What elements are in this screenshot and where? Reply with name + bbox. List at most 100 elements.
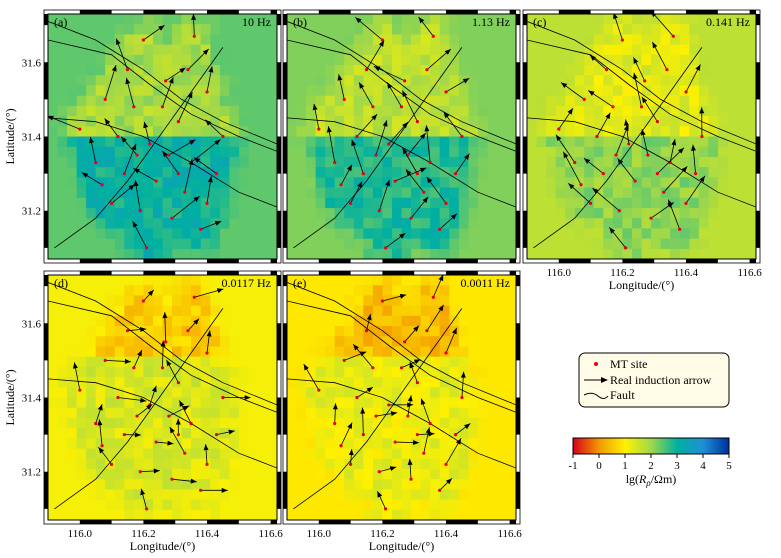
- resistivity-cell: [411, 285, 421, 296]
- resistivity-cell: [86, 346, 97, 357]
- induction-arrow-head: [555, 134, 562, 142]
- resistivity-cell: [698, 95, 709, 107]
- panel-frequency: 0.141 Hz: [706, 15, 750, 29]
- resistivity-cell: [95, 448, 106, 460]
- resistivity-cell: [439, 479, 450, 490]
- resistivity-cell: [95, 479, 106, 490]
- resistivity-cell: [420, 44, 431, 56]
- resistivity-cell: [565, 218, 576, 229]
- resistivity-cell: [612, 95, 623, 107]
- resistivity-cell: [143, 126, 154, 137]
- resistivity-cell: [162, 146, 173, 158]
- resistivity-cell: [334, 187, 345, 199]
- mt-site: [205, 351, 209, 355]
- resistivity-cell: [133, 377, 144, 388]
- resistivity-cell: [430, 95, 440, 107]
- resistivity-cell: [420, 275, 431, 286]
- resistivity-cell: [162, 187, 173, 199]
- induction-arrow-head: [382, 120, 388, 127]
- resistivity-cell: [458, 468, 469, 480]
- resistivity-cell: [219, 315, 230, 327]
- resistivity-cell: [391, 116, 402, 127]
- frame-segment: [318, 259, 351, 263]
- resistivity-cell: [420, 197, 431, 209]
- induction-arrow-head: [348, 449, 354, 456]
- resistivity-cell: [689, 65, 700, 76]
- resistivity-cell: [210, 407, 221, 419]
- resistivity-cell: [641, 187, 652, 199]
- mt-site: [662, 190, 666, 194]
- resistivity-cell: [401, 14, 412, 25]
- legend-arrow-label: Real induction arrow: [610, 373, 712, 387]
- resistivity-cell: [124, 285, 135, 296]
- frame-segment: [523, 14, 527, 26]
- resistivity-cell: [105, 54, 116, 66]
- resistivity-cell: [229, 336, 240, 347]
- resistivity-cell: [172, 54, 182, 66]
- resistivity-cell: [382, 479, 393, 490]
- resistivity-cell: [191, 197, 201, 209]
- resistivity-cell: [401, 489, 412, 500]
- resistivity-cell: [439, 346, 450, 357]
- resistivity-cell: [162, 285, 173, 296]
- resistivity-cell: [391, 326, 402, 337]
- resistivity-cell: [391, 489, 402, 500]
- resistivity-cell: [86, 146, 97, 158]
- resistivity-cell: [411, 95, 421, 107]
- resistivity-cell: [411, 238, 421, 250]
- resistivity-cell: [477, 156, 488, 168]
- resistivity-cell: [698, 75, 709, 86]
- resistivity-cell: [152, 407, 163, 419]
- resistivity-cell: [334, 305, 345, 317]
- resistivity-cell: [670, 44, 680, 56]
- frame-segment: [516, 323, 520, 361]
- induction-arrow-head: [359, 82, 365, 89]
- resistivity-cell: [458, 326, 469, 337]
- resistivity-cell: [449, 458, 460, 470]
- resistivity-cell: [631, 218, 642, 229]
- resistivity-cell: [95, 65, 106, 76]
- resistivity-cell: [391, 187, 402, 199]
- resistivity-cell: [468, 336, 479, 347]
- resistivity-cell: [458, 356, 469, 368]
- frame-segment: [686, 10, 718, 14]
- resistivity-cell: [622, 34, 633, 45]
- resistivity-cell: [468, 156, 479, 168]
- resistivity-cell: [372, 397, 383, 409]
- resistivity-cell: [95, 116, 106, 127]
- x-tick-label: 116.4: [434, 528, 459, 540]
- resistivity-cell: [401, 54, 412, 66]
- resistivity-cell: [401, 105, 412, 117]
- resistivity-cell: [143, 228, 154, 239]
- x-axis-label: Longitude/(°): [609, 278, 674, 292]
- resistivity-cell: [430, 509, 440, 520]
- resistivity-cell: [631, 207, 642, 219]
- induction-arrow-head: [153, 468, 160, 474]
- resistivity-cell: [449, 295, 460, 306]
- mt-site: [78, 388, 82, 392]
- resistivity-cell: [287, 397, 297, 409]
- resistivity-cell: [372, 305, 383, 317]
- resistivity-cell: [603, 218, 614, 229]
- resistivity-cell: [200, 356, 211, 368]
- resistivity-cell: [95, 366, 106, 378]
- induction-arrow-head: [351, 139, 357, 147]
- resistivity-cell: [229, 85, 240, 96]
- frame-segment: [516, 210, 520, 248]
- frame-segment: [283, 210, 287, 248]
- resistivity-cell: [315, 366, 326, 378]
- mt-site: [617, 209, 621, 213]
- resistivity-cell: [200, 248, 211, 259]
- resistivity-cell: [612, 197, 623, 209]
- induction-arrow-head: [207, 176, 213, 183]
- resistivity-cell: [105, 295, 116, 306]
- mt-site: [595, 134, 599, 139]
- resistivity-cell: [133, 356, 144, 368]
- mt-site: [374, 153, 378, 157]
- resistivity-cell: [334, 75, 345, 86]
- resistivity-cell: [306, 366, 316, 378]
- resistivity-cell: [593, 65, 604, 76]
- resistivity-cell: [133, 366, 144, 378]
- resistivity-cell: [430, 167, 440, 178]
